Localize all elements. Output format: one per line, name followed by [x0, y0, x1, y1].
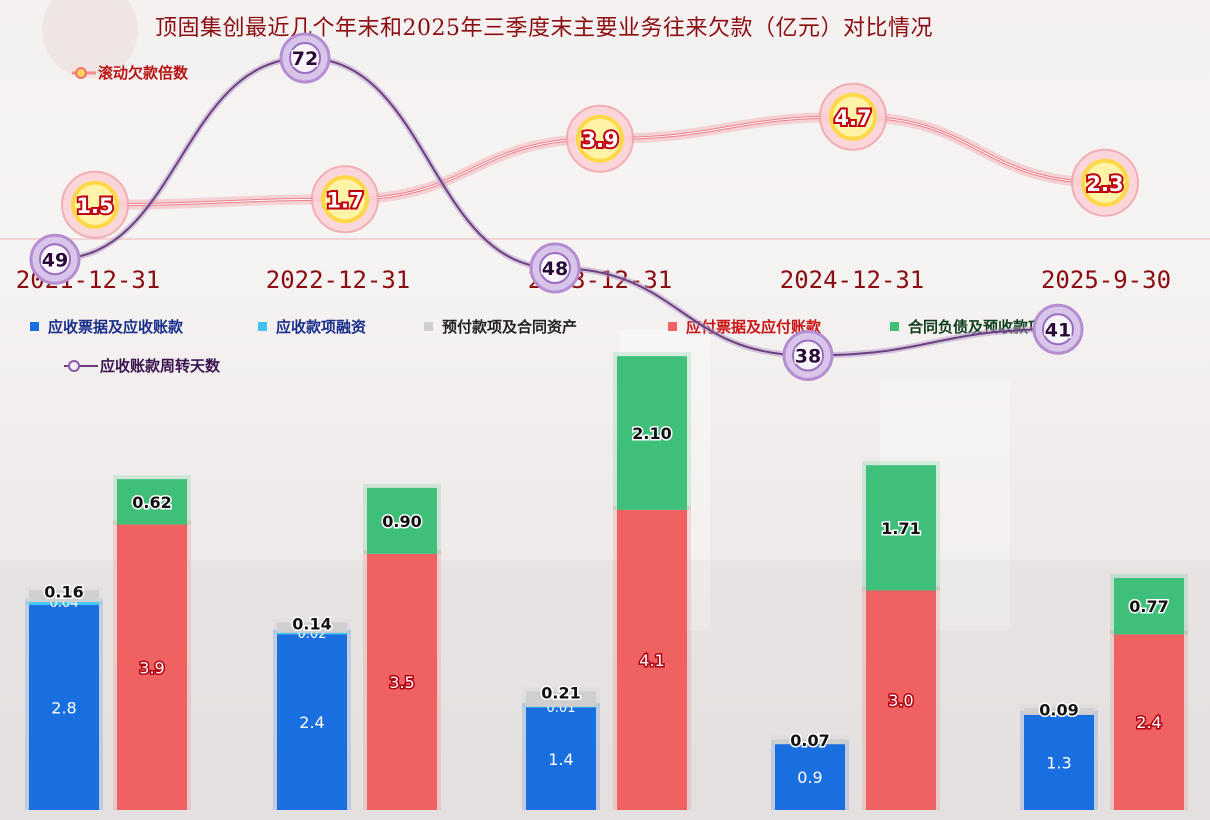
payable-bar-segment	[866, 465, 936, 591]
legend-ar-notes: 应收票据及应收账款	[30, 316, 183, 337]
turnover-value-label: 38	[795, 346, 821, 368]
receivable-value-label: 1.4	[548, 750, 573, 769]
receivable-value-label: 2.4	[299, 713, 324, 732]
legend-prepay-label: 预付款项及合同资产	[442, 318, 578, 336]
turnover-value-label: 41	[1045, 319, 1071, 341]
receivable-value-label: 1.3	[1046, 753, 1071, 772]
receivable-bar-segment	[29, 602, 99, 606]
receivable-value-label: 2.8	[51, 699, 76, 718]
legend-turnover: 应收账款周转天数	[64, 355, 220, 376]
payable-value-label: 0.77	[1129, 597, 1168, 616]
payable-value-label: 1.71	[881, 519, 920, 538]
payable-value-label: 0.62	[132, 493, 171, 512]
payable-bar-segment	[367, 487, 437, 554]
receivable-bar-segment	[29, 590, 99, 603]
payable-value-label: 0.90	[382, 512, 421, 531]
turnover-value-label: 72	[292, 48, 318, 70]
turnover-legend-icon	[64, 359, 98, 372]
payable-value-label: 3.9	[139, 658, 164, 677]
ratio-marker	[829, 92, 877, 141]
receivable-bar-segment	[277, 632, 347, 635]
category-label: 2025-9-30	[1041, 266, 1171, 294]
chart-title: 顶固集创最近几个年末和2025年三季度末主要业务往来欠款（亿元）对比情况	[155, 16, 933, 41]
receivable-value-label: 0.21	[541, 683, 580, 702]
legend-turnover-label: 应收账款周转天数	[100, 357, 221, 375]
turnover-marker	[792, 339, 824, 372]
payable-bar-segment	[367, 553, 437, 810]
ar-notes-swatch	[30, 322, 39, 331]
turnover-marker	[539, 252, 571, 284]
receivable-bar-segment	[775, 738, 845, 745]
receivable-bar-segment	[775, 744, 845, 810]
ap-notes-swatch	[668, 322, 677, 331]
receivable-bar-segment	[29, 605, 99, 810]
payable-bar-segment	[117, 479, 187, 525]
payable-value-label: 3.0	[888, 691, 913, 710]
legend-ap-notes: 应付票据及应付账款	[668, 316, 821, 337]
turnover-value-label: 49	[42, 249, 68, 271]
legend-prepay: 预付款项及合同资产	[424, 316, 577, 337]
receivable-value-label: 0.16	[44, 582, 83, 601]
ratio-value-label: 2.3	[1086, 172, 1123, 196]
payable-bar-segment	[866, 590, 936, 810]
ratio-marker	[576, 114, 624, 163]
ratio-value-label: 4.7	[834, 106, 871, 130]
payable-bar-segment	[1114, 577, 1184, 635]
turnover-marker	[289, 42, 321, 74]
payable-bar-segment	[117, 524, 187, 810]
turnover-marker	[39, 243, 71, 276]
payable-bar-segment	[1114, 634, 1184, 810]
legend-ratio-label: 滚动欠款倍数	[98, 64, 189, 82]
legend-ap-notes-label: 应付票据及应付账款	[686, 318, 822, 336]
ratio-legend-icon	[72, 66, 96, 79]
ar-financing-swatch	[258, 322, 267, 331]
turnover-line	[54, 56, 1059, 357]
payable-bar-segment	[617, 356, 687, 510]
receivable-value-label: 0.07	[790, 731, 829, 750]
receivable-bar-segment	[1024, 708, 1094, 715]
legend-ar-notes-label: 应收票据及应收账款	[48, 318, 184, 336]
turnover-value-label: 48	[542, 258, 568, 280]
legend-ar-financing: 应收款项融资	[258, 316, 366, 337]
payable-value-label: 2.10	[632, 424, 671, 443]
ratio-value-label: 1.5	[76, 194, 113, 218]
receivable-bar-segment	[277, 622, 347, 633]
receivable-value-label: 0.09	[1039, 700, 1078, 719]
ratio-value-label: 3.9	[581, 128, 618, 152]
payable-value-label: 3.5	[389, 673, 414, 692]
ratio-marker	[1081, 158, 1129, 207]
receivable-bar-segment	[277, 634, 347, 810]
turnover-marker	[1042, 313, 1074, 346]
receivable-bar-segment	[1024, 714, 1094, 810]
ratio-value-label: 1.7	[326, 188, 363, 212]
payable-value-label: 4.1	[639, 651, 664, 670]
legend-ratio: 滚动欠款倍数	[72, 62, 188, 83]
receivable-bar-segment	[526, 691, 596, 707]
category-label: 2024-12-31	[780, 266, 925, 294]
prepay-swatch	[424, 322, 433, 331]
receivable-value-label: 0.14	[292, 615, 331, 634]
ratio-marker	[321, 175, 369, 224]
receivable-bar-segment	[526, 707, 596, 810]
ratio-marker	[71, 180, 119, 229]
legend-ar-financing-label: 应收款项融资	[276, 318, 367, 336]
receivable-value-label: 0.9	[797, 768, 822, 787]
payable-bar-segment	[617, 509, 687, 810]
contract-liab-swatch	[890, 322, 899, 331]
payable-value-label: 2.4	[1136, 713, 1161, 732]
category-label: 2022-12-31	[266, 266, 411, 294]
receivable-bar-segment	[526, 706, 596, 708]
